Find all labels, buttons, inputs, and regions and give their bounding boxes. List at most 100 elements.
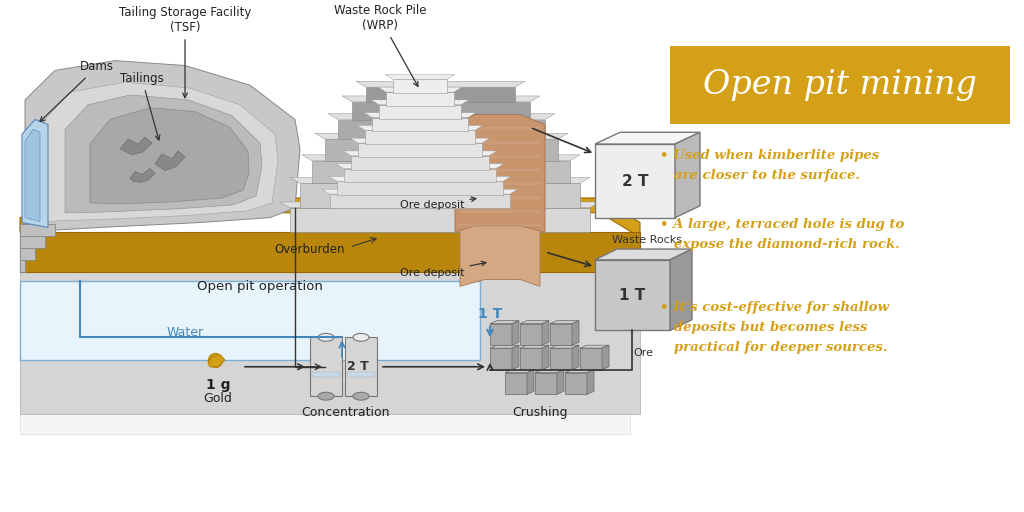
Text: Waste Rocks: Waste Rocks: [612, 236, 682, 245]
Polygon shape: [347, 372, 375, 377]
Polygon shape: [337, 181, 503, 195]
Polygon shape: [490, 348, 512, 370]
Polygon shape: [455, 115, 545, 232]
Polygon shape: [490, 345, 519, 348]
Polygon shape: [458, 126, 542, 131]
Polygon shape: [120, 137, 152, 155]
Polygon shape: [357, 125, 483, 130]
Polygon shape: [130, 168, 155, 182]
Text: Overburden: Overburden: [274, 243, 345, 255]
Ellipse shape: [318, 392, 334, 400]
Text: 1 T: 1 T: [618, 288, 645, 303]
Bar: [345, 337, 377, 396]
Text: Tailing Storage Facility
(TSF): Tailing Storage Facility (TSF): [119, 6, 251, 98]
Polygon shape: [322, 189, 518, 194]
Bar: [20, 282, 480, 360]
Polygon shape: [520, 348, 542, 370]
Polygon shape: [371, 100, 469, 105]
Polygon shape: [344, 168, 496, 182]
Text: • Used when kimberlite pipes
   are closer to the surface.: • Used when kimberlite pipes are closer …: [660, 149, 880, 182]
Bar: [20, 271, 640, 414]
Polygon shape: [356, 81, 525, 87]
Polygon shape: [535, 373, 557, 394]
Polygon shape: [386, 92, 454, 106]
Polygon shape: [290, 208, 590, 232]
Polygon shape: [328, 114, 555, 119]
Polygon shape: [460, 223, 540, 286]
Polygon shape: [527, 370, 534, 394]
Polygon shape: [490, 324, 512, 345]
Polygon shape: [520, 321, 549, 324]
Text: 2 T: 2 T: [622, 174, 648, 189]
Text: Dams: Dams: [40, 60, 114, 121]
Polygon shape: [557, 370, 564, 394]
Polygon shape: [280, 202, 600, 208]
Polygon shape: [580, 348, 602, 370]
Polygon shape: [20, 198, 640, 237]
Text: Ore deposit: Ore deposit: [400, 261, 486, 279]
Text: Water: Water: [167, 326, 204, 339]
Polygon shape: [675, 132, 700, 218]
Polygon shape: [379, 105, 461, 118]
Polygon shape: [302, 155, 580, 161]
Polygon shape: [358, 143, 482, 157]
Polygon shape: [550, 321, 579, 324]
Text: Concentration: Concentration: [301, 406, 389, 419]
Polygon shape: [505, 373, 527, 394]
Polygon shape: [312, 372, 340, 377]
Polygon shape: [670, 249, 692, 330]
Ellipse shape: [318, 333, 334, 342]
Polygon shape: [550, 324, 572, 345]
Polygon shape: [90, 108, 249, 204]
Polygon shape: [290, 177, 590, 183]
Polygon shape: [25, 60, 300, 232]
Polygon shape: [364, 113, 476, 118]
Polygon shape: [458, 209, 542, 214]
Polygon shape: [300, 183, 580, 208]
Polygon shape: [366, 87, 515, 102]
Polygon shape: [458, 181, 542, 186]
Polygon shape: [385, 74, 455, 79]
Text: 1 g: 1 g: [206, 377, 230, 392]
Text: 2 T: 2 T: [347, 360, 369, 373]
Polygon shape: [342, 96, 540, 102]
Text: Crushing: Crushing: [512, 406, 567, 419]
Text: Ore deposit: Ore deposit: [400, 197, 476, 210]
Bar: [310, 337, 342, 396]
Polygon shape: [512, 345, 519, 370]
Polygon shape: [458, 167, 542, 173]
Polygon shape: [343, 151, 497, 156]
Polygon shape: [315, 133, 568, 139]
Polygon shape: [458, 223, 542, 227]
Polygon shape: [490, 321, 519, 324]
Polygon shape: [338, 119, 545, 139]
Polygon shape: [572, 345, 579, 370]
Ellipse shape: [353, 392, 369, 400]
Polygon shape: [602, 345, 609, 370]
Polygon shape: [458, 154, 542, 159]
Polygon shape: [208, 355, 225, 367]
FancyBboxPatch shape: [670, 46, 1010, 124]
Ellipse shape: [353, 333, 369, 342]
Text: • It’s cost-effective for shallow
   deposits but becomes less
   practical for : • It’s cost-effective for shallow deposi…: [660, 301, 889, 354]
Polygon shape: [65, 95, 262, 212]
Polygon shape: [572, 321, 579, 345]
Polygon shape: [542, 321, 549, 345]
Text: 1 T: 1 T: [478, 307, 502, 335]
Bar: [20, 311, 630, 434]
Polygon shape: [505, 370, 534, 373]
Text: • A large, terraced hole is dug to
   expose the diamond-rich rock.: • A large, terraced hole is dug to expos…: [660, 218, 904, 251]
Polygon shape: [587, 370, 594, 394]
Polygon shape: [20, 248, 35, 260]
Polygon shape: [595, 144, 675, 218]
Polygon shape: [155, 151, 185, 170]
Polygon shape: [312, 161, 570, 183]
Polygon shape: [20, 260, 25, 271]
Polygon shape: [565, 373, 587, 394]
Text: Gold: Gold: [204, 392, 232, 406]
Polygon shape: [512, 321, 519, 345]
Polygon shape: [329, 177, 511, 181]
Polygon shape: [352, 102, 530, 119]
Polygon shape: [542, 345, 549, 370]
Polygon shape: [25, 130, 40, 222]
